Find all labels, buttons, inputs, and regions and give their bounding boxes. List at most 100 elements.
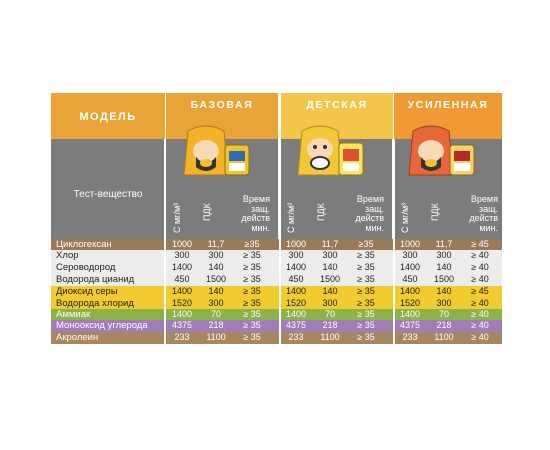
- mac-header: ПДК: [316, 203, 326, 221]
- value-cell: ≥35: [358, 239, 374, 249]
- value-cell: 1000: [399, 239, 421, 249]
- value-cell: 70: [324, 309, 335, 319]
- table-row: [51, 320, 502, 332]
- time-header: Время защ. действ мин.: [458, 194, 498, 233]
- value-cell: 300: [436, 250, 452, 260]
- product-title-basic: БАЗОВАЯ: [190, 99, 254, 111]
- value-cell: 218: [208, 320, 224, 330]
- value-cell: 1520: [399, 298, 421, 308]
- value-cell: 1500: [433, 274, 455, 284]
- substance-name: Хлор: [56, 250, 79, 261]
- time-header-line: Время: [470, 194, 498, 204]
- value-cell: 4375: [399, 320, 421, 330]
- value-cell: 11,7: [207, 239, 225, 249]
- substance-name: Циклогексан: [56, 239, 112, 250]
- value-cell: 11,7: [435, 239, 453, 249]
- value-cell: 1400: [285, 286, 307, 296]
- time-header: Время защ. действ мин.: [230, 194, 270, 233]
- value-cell: ≥ 40: [471, 250, 489, 260]
- value-cell: 218: [322, 320, 338, 330]
- time-header-line: действ: [469, 213, 498, 223]
- time-header-line: мин.: [479, 222, 498, 233]
- value-cell: 450: [402, 274, 418, 284]
- value-cell: ≥ 35: [357, 332, 375, 342]
- value-cell: ≥ 40: [471, 274, 489, 284]
- value-cell: 1400: [171, 309, 193, 319]
- value-cell: 1400: [171, 286, 193, 296]
- value-cell: 140: [436, 262, 452, 272]
- value-cell: 1400: [285, 262, 307, 272]
- value-cell: 300: [322, 250, 338, 260]
- model-label: МОДЕЛЬ: [79, 111, 137, 123]
- table-row: [51, 274, 502, 286]
- value-cell: ≥ 40: [471, 262, 489, 272]
- mac-header: ПДК: [202, 203, 212, 221]
- value-cell: 140: [322, 286, 338, 296]
- value-cell: 1400: [399, 262, 421, 272]
- time-header-line: защ.: [478, 203, 498, 214]
- value-cell: ≥ 35: [243, 262, 261, 272]
- value-cell: 1500: [319, 274, 341, 284]
- value-cell: ≥ 45: [471, 239, 489, 249]
- value-cell: ≥ 35: [243, 274, 261, 284]
- value-cell: ≥ 35: [243, 250, 261, 260]
- value-cell: 1400: [285, 309, 307, 319]
- value-cell: 300: [208, 250, 224, 260]
- test-substance-label: Тест-вещество: [73, 189, 143, 200]
- value-cell: ≥ 40: [471, 309, 489, 319]
- value-cell: 1100: [434, 332, 454, 342]
- separator: [164, 139, 166, 357]
- substance-name: Водорода хлорид: [56, 298, 134, 309]
- value-cell: 70: [210, 309, 221, 319]
- value-cell: ≥ 45: [471, 286, 489, 296]
- value-cell: ≥ 35: [243, 286, 261, 296]
- gray-header-band: [51, 139, 165, 239]
- value-cell: 233: [288, 332, 304, 342]
- value-cell: 1100: [206, 332, 226, 342]
- value-cell: ≥ 35: [243, 298, 261, 308]
- value-cell: 233: [174, 332, 190, 342]
- value-cell: 1400: [171, 262, 193, 272]
- time-header-line: действ: [355, 213, 384, 223]
- value-cell: ≥ 35: [357, 286, 375, 296]
- value-cell: ≥ 35: [243, 332, 261, 342]
- time-header-line: Время: [356, 194, 384, 204]
- time-header-line: защ.: [364, 203, 384, 214]
- concentration-header: С мг/м³: [400, 202, 410, 233]
- value-cell: 300: [436, 298, 452, 308]
- value-cell: 218: [436, 320, 452, 330]
- product-title-reinforced: УСИЛЕННАЯ: [407, 99, 489, 111]
- value-cell: 300: [174, 250, 190, 260]
- substance-name: Диоксид серы: [56, 286, 118, 297]
- table-row: [51, 332, 502, 344]
- time-header-line: действ: [241, 213, 270, 223]
- value-cell: 1500: [205, 274, 227, 284]
- value-cell: 140: [436, 286, 452, 296]
- time-header-line: защ.: [250, 203, 270, 214]
- table-row: [51, 262, 502, 274]
- substance-name: Водорода цианид: [56, 274, 135, 285]
- value-cell: ≥ 35: [357, 320, 375, 330]
- value-cell: 11,7: [321, 239, 339, 249]
- value-cell: 1000: [171, 239, 193, 249]
- value-cell: 450: [174, 274, 190, 284]
- time-header: Время защ. действ мин.: [344, 194, 384, 233]
- value-cell: 1520: [171, 298, 193, 308]
- value-cell: ≥ 35: [243, 320, 261, 330]
- value-cell: 1520: [285, 298, 307, 308]
- value-cell: 4375: [285, 320, 307, 330]
- value-cell: ≥ 35: [357, 298, 375, 308]
- value-cell: 1100: [320, 332, 340, 342]
- table-row: [51, 239, 502, 250]
- comparison-table: МОДЕЛЬ БАЗОВАЯ ДЕТСКАЯ УСИЛЕННАЯ Тест-ве…: [51, 93, 502, 357]
- product-title-child: ДЕТСКАЯ: [306, 99, 368, 111]
- value-cell: ≥ 35: [243, 309, 261, 319]
- table-row: [51, 286, 502, 298]
- value-cell: ≥35: [244, 239, 260, 249]
- value-cell: 140: [208, 262, 224, 272]
- value-cell: ≥ 35: [357, 274, 375, 284]
- substance-name: Сероводород: [56, 262, 116, 273]
- value-cell: 140: [208, 286, 224, 296]
- value-cell: 1000: [285, 239, 307, 249]
- separator: [393, 139, 395, 357]
